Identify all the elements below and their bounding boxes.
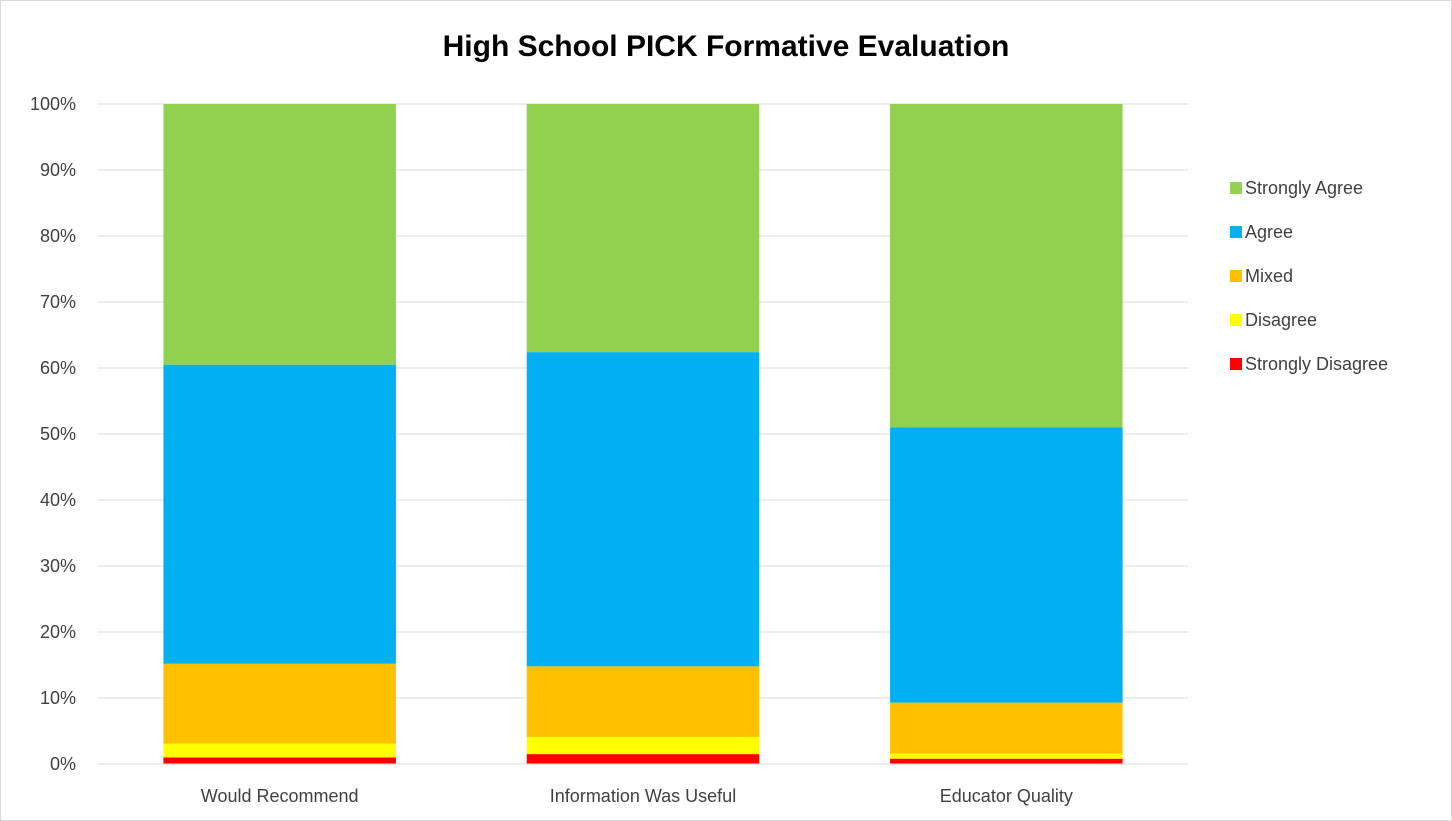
legend-swatch bbox=[1230, 226, 1242, 238]
y-tick-label: 70% bbox=[40, 292, 76, 312]
legend-label: Strongly Disagree bbox=[1245, 354, 1388, 374]
bar-information-was-useful-mixed bbox=[527, 666, 760, 737]
bar-educator-quality-agree bbox=[890, 427, 1123, 702]
bar-would-recommend-mixed bbox=[163, 664, 396, 744]
y-tick-label: 0% bbox=[50, 754, 76, 774]
y-tick-label: 40% bbox=[40, 490, 76, 510]
bar-educator-quality-disagree bbox=[890, 753, 1123, 758]
bar-would-recommend-strongly-agree bbox=[163, 104, 396, 365]
y-tick-label: 100% bbox=[30, 94, 76, 114]
x-tick-label: Would Recommend bbox=[201, 786, 359, 806]
legend-label: Disagree bbox=[1245, 310, 1317, 330]
bar-would-recommend-disagree bbox=[163, 744, 396, 758]
legend-swatch bbox=[1230, 358, 1242, 370]
legend-swatch bbox=[1230, 314, 1242, 326]
legend-item-mixed: Mixed bbox=[1230, 266, 1293, 286]
legend: Strongly Agree Agree Mixed Disagree Strongly… bbox=[1230, 178, 1388, 374]
bar-educator-quality-mixed bbox=[890, 703, 1123, 754]
bar-information-was-useful-agree bbox=[527, 352, 760, 666]
legend-swatch bbox=[1230, 182, 1242, 194]
y-tick-label: 50% bbox=[40, 424, 76, 444]
legend-swatch bbox=[1230, 270, 1242, 282]
x-tick-label: Educator Quality bbox=[940, 786, 1073, 806]
bar-educator-quality-strongly-agree bbox=[890, 104, 1123, 427]
legend-label: Strongly Agree bbox=[1245, 178, 1363, 198]
bar-information-was-useful-disagree bbox=[527, 737, 760, 754]
bar-educator-quality-strongly-disagree bbox=[890, 759, 1123, 764]
bar-would-recommend-strongly-disagree bbox=[163, 757, 396, 764]
legend-item-strongly-disagree: Strongly Disagree bbox=[1230, 354, 1388, 374]
y-tick-label: 10% bbox=[40, 688, 76, 708]
legend-item-strongly-agree: Strongly Agree bbox=[1230, 178, 1363, 198]
y-tick-label: 80% bbox=[40, 226, 76, 246]
bar-information-was-useful-strongly-agree bbox=[527, 104, 760, 352]
bars bbox=[163, 104, 1122, 764]
legend-item-disagree: Disagree bbox=[1230, 310, 1317, 330]
legend-item-agree: Agree bbox=[1230, 222, 1293, 242]
y-tick-label: 30% bbox=[40, 556, 76, 576]
y-tick-label: 90% bbox=[40, 160, 76, 180]
y-tick-label: 60% bbox=[40, 358, 76, 378]
legend-label: Agree bbox=[1245, 222, 1293, 242]
legend-label: Mixed bbox=[1245, 266, 1293, 286]
y-tick-label: 20% bbox=[40, 622, 76, 642]
bar-would-recommend-agree bbox=[163, 365, 396, 664]
bar-information-was-useful-strongly-disagree bbox=[527, 754, 760, 764]
x-tick-label: Information Was Useful bbox=[550, 786, 736, 806]
